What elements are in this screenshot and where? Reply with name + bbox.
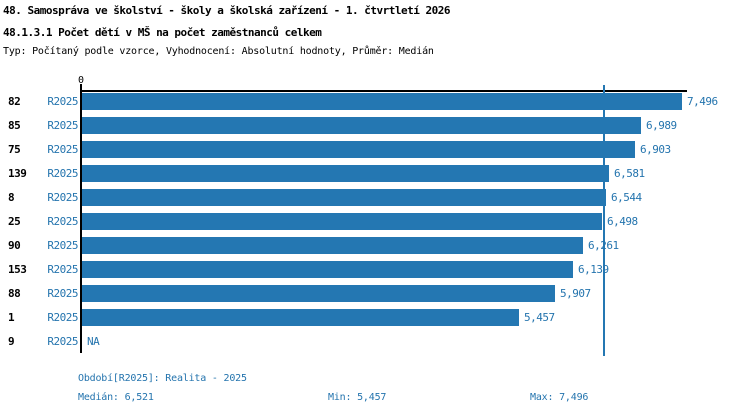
bar: [82, 93, 682, 110]
bar: [82, 285, 555, 302]
series-period-label: R2025: [47, 287, 78, 300]
category-label: 8: [8, 191, 15, 204]
bar-row: 8 R2025 6,544: [0, 189, 750, 213]
bar-row: 9 R2025 NA: [0, 333, 750, 357]
bar: [82, 189, 606, 206]
footer-max: Max: 7,496: [530, 392, 589, 403]
series-period-label: R2025: [47, 191, 78, 204]
bar-row: 139 R2025 6,581: [0, 165, 750, 189]
bar: [82, 165, 609, 182]
series-period-label: R2025: [47, 239, 78, 252]
footer-median: Medián: 6,521: [78, 392, 154, 403]
chart-title: 48. Samospráva ve školství - školy a ško…: [3, 4, 450, 17]
bar: [82, 213, 602, 230]
bar-row: 1 R2025 5,457: [0, 309, 750, 333]
bar: [82, 309, 519, 326]
bar-value-label: 6,903: [640, 143, 671, 156]
series-period-label: R2025: [47, 311, 78, 324]
bar-value-label: 6,498: [607, 215, 638, 228]
category-label: 82: [8, 95, 21, 108]
bar: [82, 237, 583, 254]
bar-value-label: 5,907: [560, 287, 591, 300]
category-axis-line: [80, 90, 82, 353]
bar-value-label: 7,496: [687, 95, 718, 108]
category-label: 139: [8, 167, 27, 180]
category-label: 75: [8, 143, 21, 156]
series-period-label: R2025: [47, 335, 78, 348]
category-label: 25: [8, 215, 21, 228]
category-label: 88: [8, 287, 21, 300]
bar-value-label: 6,989: [646, 119, 677, 132]
bar-row: 82 R2025 7,496: [0, 93, 750, 117]
category-label: 90: [8, 239, 21, 252]
value-axis-line: [80, 90, 687, 92]
series-period-label: R2025: [47, 143, 78, 156]
bar-row: 75 R2025 6,903: [0, 141, 750, 165]
category-label: 153: [8, 263, 27, 276]
category-label: 85: [8, 119, 21, 132]
bar-value-label: 5,457: [524, 311, 555, 324]
bar-value-label: 6,544: [611, 191, 642, 204]
series-period-label: R2025: [47, 263, 78, 276]
category-label: 1: [8, 311, 15, 324]
footer-min: Min: 5,457: [328, 392, 387, 403]
chart-subtitle: 48.1.3.1 Počet dětí v MŠ na počet zaměst…: [3, 26, 322, 39]
bar: [82, 141, 635, 158]
chart-meta-line: Typ: Počítaný podle vzorce, Vyhodnocení:…: [3, 46, 434, 57]
bar: [82, 117, 641, 134]
bar-value-label: 6,139: [578, 263, 609, 276]
bar-value-label: 6,581: [614, 167, 645, 180]
series-period-label: R2025: [47, 95, 78, 108]
na-label: NA: [87, 335, 100, 348]
series-period-label: R2025: [47, 119, 78, 132]
category-label: 9: [8, 335, 15, 348]
series-period-label: R2025: [47, 215, 78, 228]
series-period-label: R2025: [47, 167, 78, 180]
bar-row: 153 R2025 6,139: [0, 261, 750, 285]
bar-row: 85 R2025 6,989: [0, 117, 750, 141]
zero-tick: [80, 84, 82, 90]
bar: [82, 261, 573, 278]
value-axis-zero-label: 0: [77, 75, 85, 86]
bar-row: 90 R2025 6,261: [0, 237, 750, 261]
bar-row: 25 R2025 6,498: [0, 213, 750, 237]
median-line: [603, 85, 605, 356]
footer-period: Období[R2025]: Realita - 2025: [78, 373, 247, 384]
bar-row: 88 R2025 5,907: [0, 285, 750, 309]
bar-value-label: 6,261: [588, 239, 619, 252]
